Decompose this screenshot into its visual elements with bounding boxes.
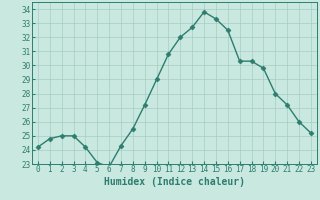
X-axis label: Humidex (Indice chaleur): Humidex (Indice chaleur) [104, 177, 245, 187]
